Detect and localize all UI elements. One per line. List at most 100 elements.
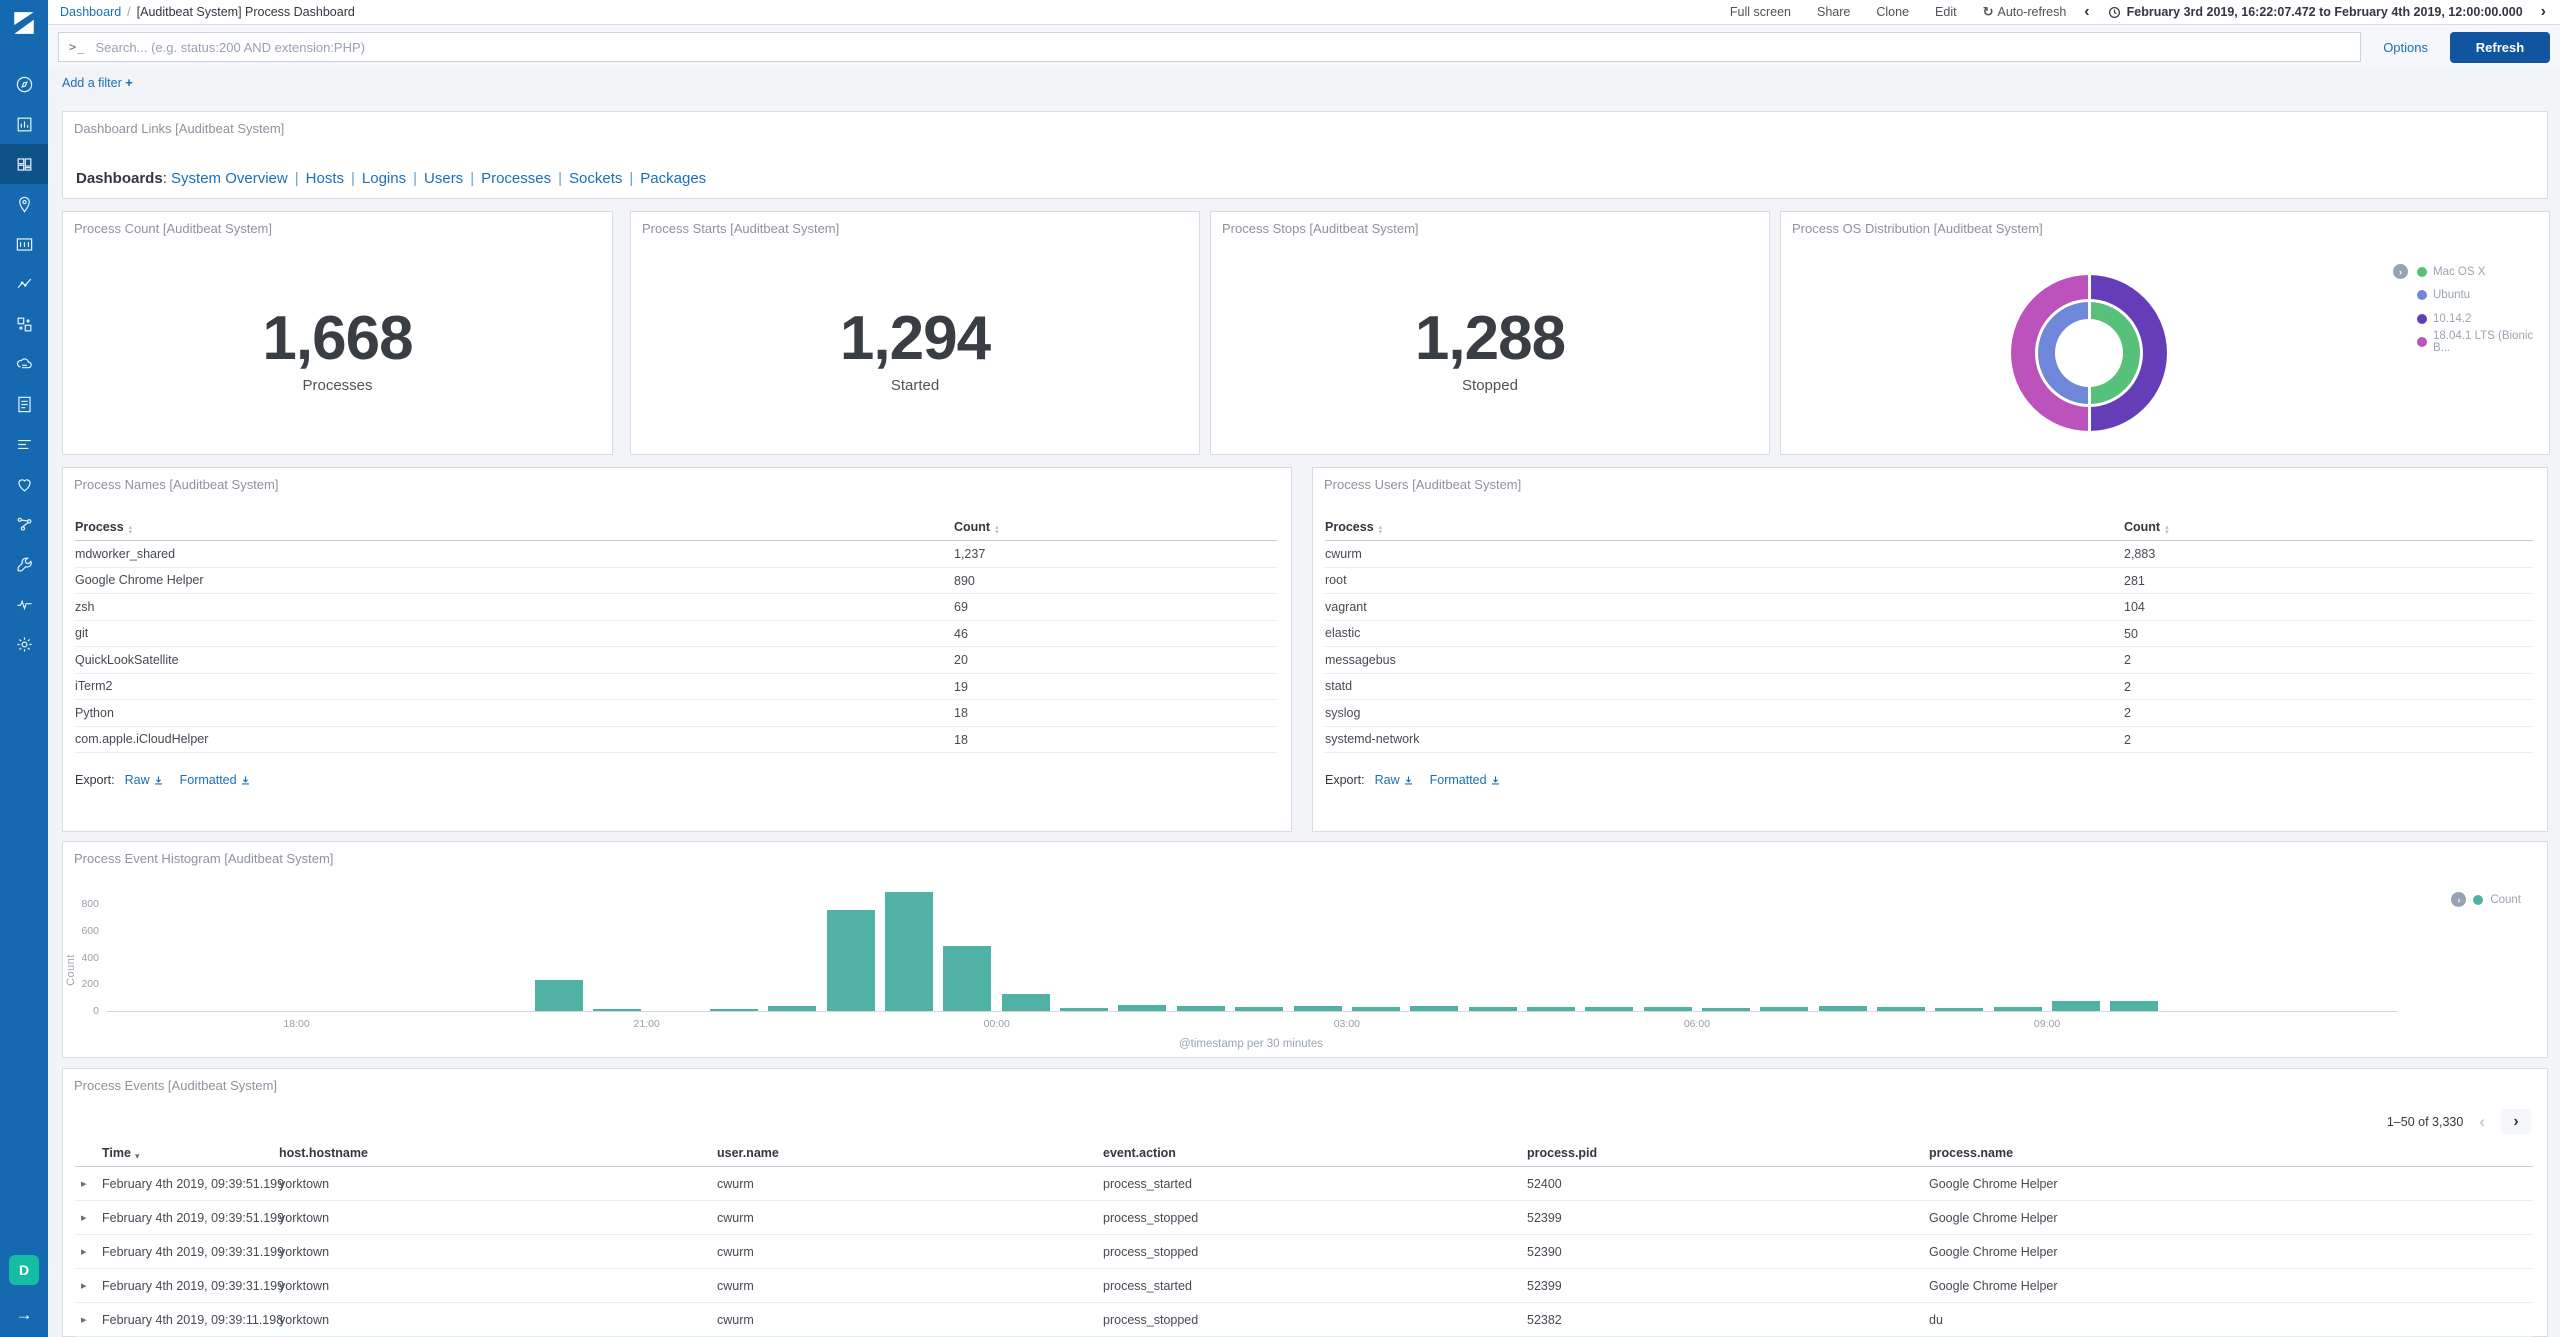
export-formatted-link[interactable]: Formatted: [180, 773, 251, 787]
histogram-bar[interactable]: [1001, 994, 1050, 1011]
column-header-event-action[interactable]: event.action: [1103, 1146, 1176, 1160]
sidebar-item-infrastructure[interactable]: [0, 304, 48, 344]
expand-row-icon[interactable]: ▸: [81, 1280, 87, 1292]
sidebar-item-management[interactable]: [0, 624, 48, 664]
sidebar-item-canvas[interactable]: [0, 224, 48, 264]
sidebar-item-discover[interactable]: [0, 64, 48, 104]
histogram-bar[interactable]: [1176, 1006, 1225, 1011]
histogram-bar[interactable]: [1293, 1006, 1342, 1011]
previous-page-icon[interactable]: ‹: [2479, 1111, 2485, 1131]
dashboard-link-users[interactable]: Users: [424, 170, 464, 187]
histogram-bar[interactable]: [1993, 1007, 2042, 1011]
sidebar-item-dev-tools[interactable]: [0, 544, 48, 584]
sidebar-item-machine-learning[interactable]: [0, 264, 48, 304]
x-tick-label: 18:00: [283, 1018, 310, 1030]
sidebar-item-visualize[interactable]: [0, 104, 48, 144]
expand-row-icon[interactable]: ▸: [81, 1314, 87, 1326]
kibana-logo-icon[interactable]: [0, 0, 48, 46]
dashboard-link-system-overview[interactable]: System Overview: [171, 170, 288, 187]
dashboard-link-logins[interactable]: Logins: [361, 170, 407, 187]
export-raw-link[interactable]: Raw: [125, 773, 164, 787]
dashboards-links-line: Dashboards: System Overview | Hosts | Logins…: [76, 170, 706, 187]
histogram-bar[interactable]: [593, 1009, 642, 1011]
column-header-process[interactable]: Process ▴ ▾: [1325, 520, 1383, 536]
options-button[interactable]: Options: [2383, 39, 2428, 55]
histogram-bar[interactable]: [2052, 1001, 2101, 1011]
sidebar-item-dashboard[interactable]: [0, 144, 48, 184]
time-back-icon[interactable]: ‹: [2084, 3, 2090, 20]
dashboard-link-sockets[interactable]: Sockets: [569, 170, 623, 187]
legend-item-10-14-2[interactable]: 10.14.2: [2417, 307, 2549, 331]
sidebar-item-monitoring[interactable]: [0, 584, 48, 624]
expand-nav-icon[interactable]: →: [15, 1305, 33, 1324]
auto-refresh-button[interactable]: ↻ Auto-refresh: [1983, 4, 2067, 20]
time-range-picker[interactable]: February 3rd 2019, 16:22:07.472 to Febru…: [2108, 5, 2523, 19]
histogram-bar[interactable]: [1526, 1007, 1575, 1011]
histogram-bar[interactable]: [1468, 1007, 1517, 1011]
histogram-bar[interactable]: [1118, 1005, 1167, 1011]
breadcrumb-dashboard[interactable]: Dashboard: [60, 5, 122, 19]
metric-value: 1,288: [1414, 303, 1566, 373]
table-row: git 46: [75, 621, 1277, 647]
time-forward-icon[interactable]: ›: [2540, 3, 2546, 20]
column-header-count[interactable]: Count ▴ ▾: [954, 520, 999, 536]
histogram-bar[interactable]: [1410, 1006, 1459, 1011]
histogram-bar[interactable]: [1585, 1007, 1634, 1011]
histogram-bar[interactable]: [1877, 1007, 1926, 1011]
sidebar-item-uptime[interactable]: [0, 464, 48, 504]
search-box: >_: [58, 32, 2362, 62]
histogram-bar[interactable]: [2110, 1001, 2159, 1011]
column-header-host-hostname[interactable]: host.hostname: [279, 1146, 368, 1160]
histogram-bar[interactable]: [1818, 1006, 1867, 1011]
expand-row-icon[interactable]: ▸: [81, 1212, 87, 1224]
column-header-process-name[interactable]: process.name: [1929, 1146, 2014, 1160]
dashboard-link-hosts[interactable]: Hosts: [305, 170, 344, 187]
expand-row-icon[interactable]: ▸: [81, 1178, 87, 1190]
legend-item-mac-os-x[interactable]: Mac OS X: [2417, 260, 2549, 284]
histogram-bar[interactable]: [768, 1006, 817, 1011]
refresh-button[interactable]: Refresh: [2450, 31, 2550, 63]
os-donut-chart[interactable]: [2011, 275, 2167, 431]
sidebar-item-apm[interactable]: [0, 344, 48, 384]
histogram-bar[interactable]: [826, 910, 875, 1011]
dashboard-link-processes[interactable]: Processes: [481, 170, 552, 187]
column-header-time[interactable]: Time ▾: [102, 1146, 140, 1161]
sidebar-item-maps[interactable]: [0, 184, 48, 224]
space-avatar[interactable]: D: [9, 1255, 39, 1285]
legend-item-ubuntu[interactable]: Ubuntu: [2417, 284, 2549, 308]
column-header-process-pid[interactable]: process.pid: [1527, 1146, 1598, 1160]
sidebar-item-graph[interactable]: [0, 504, 48, 544]
column-header-process[interactable]: Process ▴ ▾: [75, 520, 133, 536]
histogram-bar[interactable]: [534, 980, 583, 1011]
histogram-bar[interactable]: [1935, 1008, 1984, 1011]
export-formatted-link[interactable]: Formatted: [1430, 773, 1501, 787]
histogram-bar[interactable]: [710, 1009, 759, 1011]
column-header-user-name[interactable]: user.name: [717, 1146, 779, 1160]
histogram-bar[interactable]: [1060, 1008, 1109, 1011]
full-screen-button[interactable]: Full screen: [1729, 5, 1792, 19]
dashboard-link-packages[interactable]: Packages: [640, 170, 707, 187]
download-icon: [1404, 775, 1412, 784]
add-filter-button[interactable]: Add a filter +: [62, 75, 133, 90]
histogram-bar[interactable]: [1643, 1007, 1692, 1011]
legend-item-18-04-1-lts-bionic-b-[interactable]: 18.04.1 LTS (Bionic B...: [2417, 330, 2549, 354]
next-page-icon[interactable]: ›: [2501, 1109, 2531, 1134]
clone-button[interactable]: Clone: [1876, 5, 1910, 19]
share-button[interactable]: Share: [1817, 5, 1851, 19]
expand-row-icon[interactable]: ▸: [81, 1246, 87, 1258]
legend-label[interactable]: Count: [2490, 893, 2521, 906]
sidebar-item-logs[interactable]: [0, 384, 48, 424]
histogram-bar[interactable]: [1701, 1008, 1750, 1011]
histogram-bar[interactable]: [1351, 1007, 1400, 1011]
legend-toggle-icon[interactable]: ›: [2393, 264, 2408, 279]
histogram-bar[interactable]: [943, 946, 992, 1011]
histogram-bar[interactable]: [1760, 1007, 1809, 1011]
search-input[interactable]: [95, 39, 2351, 55]
edit-button[interactable]: Edit: [1935, 5, 1957, 19]
histogram-bar[interactable]: [885, 892, 934, 1011]
sidebar-item-timelion[interactable]: [0, 424, 48, 464]
export-raw-link[interactable]: Raw: [1375, 773, 1414, 787]
column-header-count[interactable]: Count ▴ ▾: [2124, 520, 2169, 536]
histogram-bar[interactable]: [1235, 1007, 1284, 1011]
legend-toggle-icon[interactable]: ›: [2451, 892, 2467, 907]
